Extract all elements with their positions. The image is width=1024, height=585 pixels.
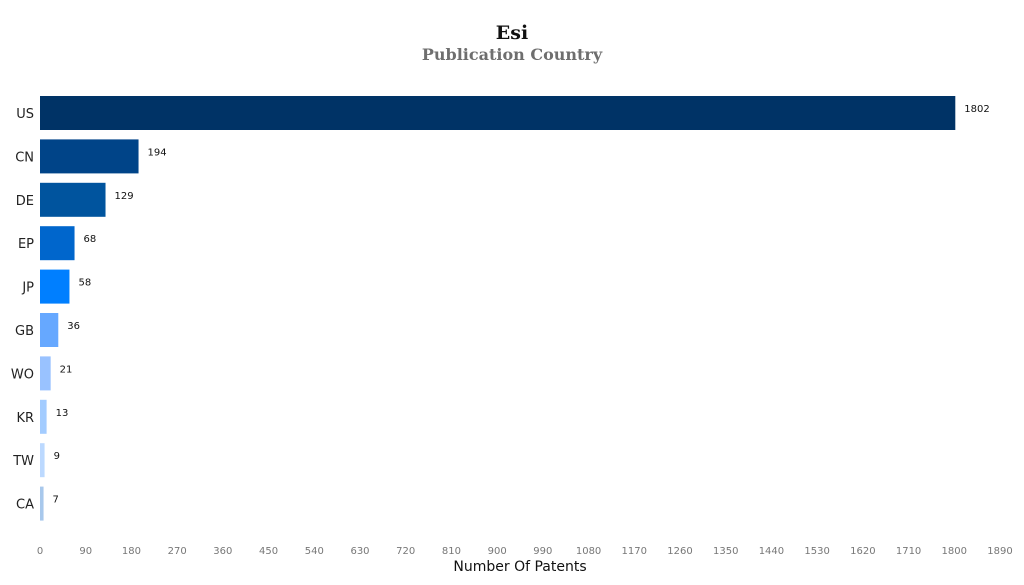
bar-gb bbox=[40, 313, 59, 347]
bar-de bbox=[40, 182, 106, 217]
bar-ca bbox=[40, 486, 44, 521]
x-tick-label: 1710 bbox=[896, 546, 921, 557]
x-tick-label: 1620 bbox=[850, 546, 875, 557]
bar-wo bbox=[40, 356, 51, 391]
x-tick-label: 540 bbox=[305, 546, 324, 557]
x-tick-label: 450 bbox=[259, 546, 278, 557]
x-tick-label: 900 bbox=[488, 546, 507, 557]
value-label-us: 1802 bbox=[964, 104, 989, 115]
value-label-kr: 13 bbox=[56, 408, 69, 419]
bar-kr bbox=[40, 399, 47, 434]
value-label-cn: 194 bbox=[148, 147, 167, 158]
x-tick-label: 1800 bbox=[942, 546, 967, 557]
value-label-jp: 58 bbox=[78, 278, 91, 289]
value-label-tw: 9 bbox=[54, 451, 60, 462]
chart-subtitle: Publication Country bbox=[421, 45, 603, 64]
category-label-gb: GB bbox=[15, 324, 34, 339]
value-label-wo: 21 bbox=[60, 364, 73, 375]
x-axis-title: Number Of Patents bbox=[453, 559, 586, 575]
value-label-de: 129 bbox=[115, 191, 134, 202]
category-labels: US CN DE EP JP GB WO KR TW CA bbox=[11, 107, 34, 513]
x-tick-label: 1530 bbox=[804, 546, 829, 557]
category-label-de: DE bbox=[16, 194, 34, 209]
x-tick-label: 630 bbox=[350, 546, 369, 557]
category-label-ep: EP bbox=[18, 237, 34, 252]
value-label-ep: 68 bbox=[84, 234, 97, 245]
bar-jp bbox=[40, 269, 70, 304]
x-tick-label: 1890 bbox=[987, 546, 1012, 557]
x-tick-label: 1080 bbox=[576, 546, 601, 557]
value-label-ca: 7 bbox=[53, 495, 59, 506]
chart-title: Esi bbox=[495, 22, 529, 44]
bar-us bbox=[40, 96, 956, 130]
x-tick-label: 1260 bbox=[667, 546, 692, 557]
x-tick-label: 180 bbox=[122, 546, 141, 557]
category-label-ca: CA bbox=[16, 498, 34, 513]
x-tick-label: 270 bbox=[168, 546, 187, 557]
x-tick-label: 990 bbox=[533, 546, 552, 557]
x-axis-ticks: 0 90 180 270 360 450 540 630 720 810 900 990 1080 117… bbox=[37, 546, 1013, 557]
bar-cn bbox=[40, 139, 139, 174]
x-tick-label: 90 bbox=[79, 546, 92, 557]
x-tick-label: 0 bbox=[37, 546, 43, 557]
category-label-wo: WO bbox=[11, 367, 34, 382]
x-tick-label: 720 bbox=[396, 546, 415, 557]
category-label-us: US bbox=[16, 107, 34, 122]
x-tick-label: 810 bbox=[442, 546, 461, 557]
bars-group bbox=[40, 96, 956, 521]
category-label-jp: JP bbox=[21, 281, 34, 296]
bar-tw bbox=[40, 443, 45, 478]
x-tick-label: 1350 bbox=[713, 546, 738, 557]
x-tick-label: 1170 bbox=[622, 546, 647, 557]
category-label-cn: CN bbox=[15, 150, 34, 165]
value-labels: 1802 194 129 68 58 36 21 13 9 7 bbox=[53, 104, 990, 506]
bar-ep bbox=[40, 226, 75, 261]
category-label-tw: TW bbox=[12, 454, 34, 469]
category-label-kr: KR bbox=[16, 411, 34, 426]
x-tick-label: 360 bbox=[213, 546, 232, 557]
value-label-gb: 36 bbox=[67, 321, 80, 332]
x-tick-label: 1440 bbox=[759, 546, 784, 557]
